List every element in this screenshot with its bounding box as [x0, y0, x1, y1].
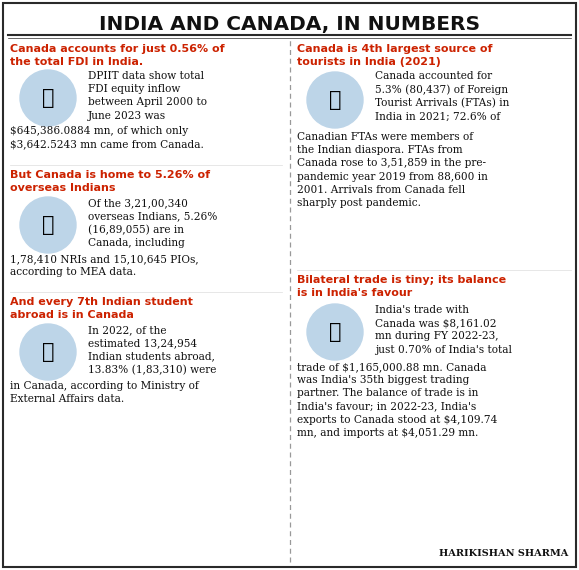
Text: 🎓: 🎓 — [42, 342, 54, 362]
Text: Canada accounted for
5.3% (80,437) of Foreign
Tourist Arrivals (FTAs) in
India i: Canada accounted for 5.3% (80,437) of Fo… — [375, 71, 510, 122]
Text: 💵: 💵 — [42, 88, 54, 108]
Text: Canadian FTAs were members of
the Indian diaspora. FTAs from
Canada rose to 3,51: Canadian FTAs were members of the Indian… — [297, 132, 488, 208]
Circle shape — [20, 197, 76, 253]
Text: trade of $1,165,000.88 mn. Canada
was India's 35th biggest trading
partner. The : trade of $1,165,000.88 mn. Canada was In… — [297, 362, 497, 438]
Text: 🤝: 🤝 — [329, 322, 341, 342]
Text: $645,386.0884 mn, of which only
$3,642.5243 mn came from Canada.: $645,386.0884 mn, of which only $3,642.5… — [10, 126, 204, 149]
Circle shape — [307, 304, 363, 360]
Text: 1,78,410 NRIs and 15,10,645 PIOs,
according to MEA data.: 1,78,410 NRIs and 15,10,645 PIOs, accord… — [10, 254, 199, 277]
Text: Of the 3,21,00,340
overseas Indians, 5.26%
(16,89,055) are in
Canada, including: Of the 3,21,00,340 overseas Indians, 5.2… — [88, 198, 217, 248]
Circle shape — [307, 72, 363, 128]
Text: Bilateral trade is tiny; its balance
is in India's favour: Bilateral trade is tiny; its balance is … — [297, 275, 506, 298]
Text: DPIIT data show total
FDI equity inflow
between April 2000 to
June 2023 was: DPIIT data show total FDI equity inflow … — [88, 71, 207, 121]
Text: Canada accounts for just 0.56% of
the total FDI in India.: Canada accounts for just 0.56% of the to… — [10, 44, 225, 67]
Text: 🧳: 🧳 — [329, 90, 341, 110]
FancyBboxPatch shape — [3, 3, 576, 567]
Text: But Canada is home to 5.26% of
overseas Indians: But Canada is home to 5.26% of overseas … — [10, 170, 210, 193]
Circle shape — [20, 70, 76, 126]
Text: in Canada, according to Ministry of
External Affairs data.: in Canada, according to Ministry of Exte… — [10, 381, 199, 404]
Text: Canada is 4th largest source of
tourists in India (2021): Canada is 4th largest source of tourists… — [297, 44, 493, 67]
Circle shape — [20, 324, 76, 380]
Text: 👥: 👥 — [42, 215, 54, 235]
Text: India's trade with
Canada was $8,161.02
mn during FY 2022-23,
just 0.70% of Indi: India's trade with Canada was $8,161.02 … — [375, 305, 512, 355]
Text: HARIKISHAN SHARMA: HARIKISHAN SHARMA — [439, 549, 568, 558]
Text: And every 7th Indian student
abroad is in Canada: And every 7th Indian student abroad is i… — [10, 297, 193, 320]
Text: In 2022, of the
estimated 13,24,954
Indian students abroad,
13.83% (1,83,310) we: In 2022, of the estimated 13,24,954 Indi… — [88, 325, 217, 375]
Text: INDIA AND CANADA, IN NUMBERS: INDIA AND CANADA, IN NUMBERS — [99, 15, 480, 34]
